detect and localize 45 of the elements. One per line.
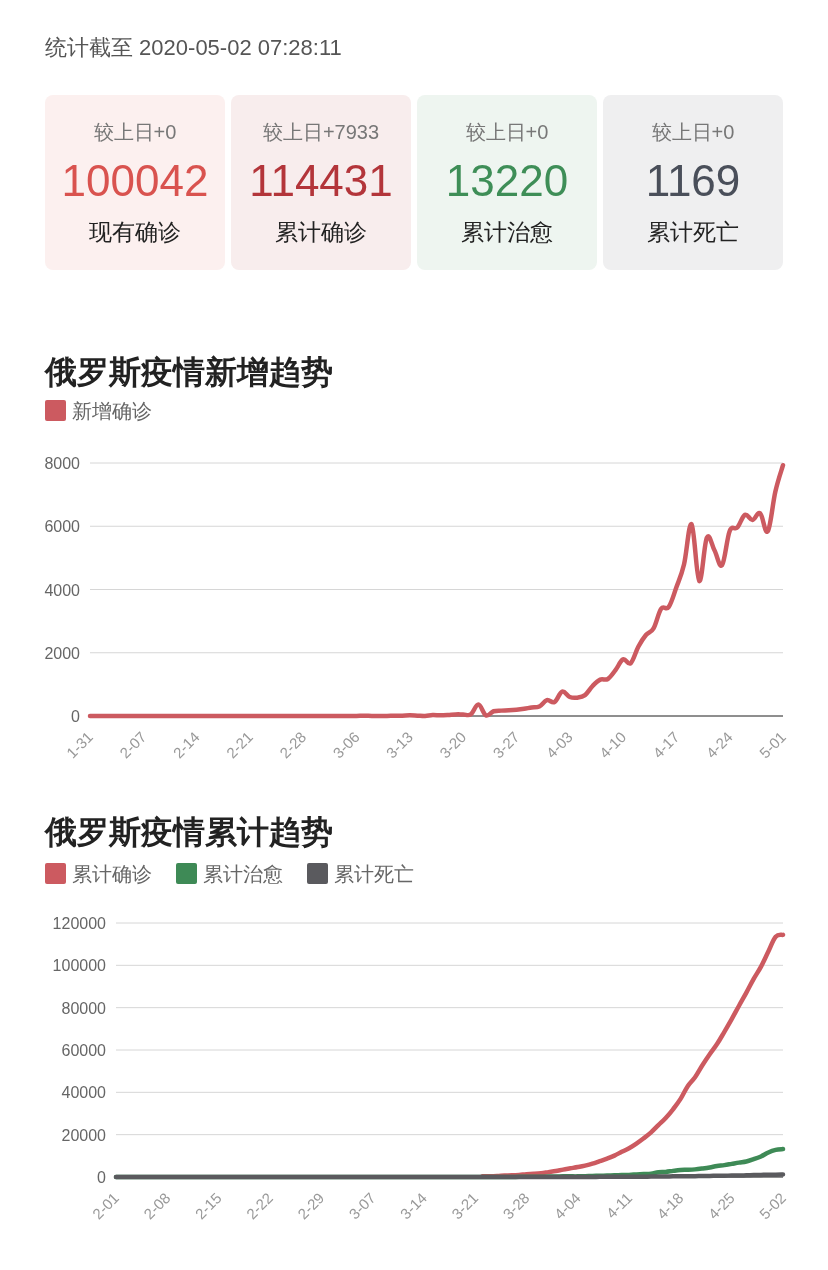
legend-label: 新增确诊 [72,400,152,422]
text: 较上日+0 [651,121,735,143]
text: 较上日+0 [465,121,549,143]
text: 现有确诊 [89,219,181,245]
x-tick-label: 4-03 [542,728,576,762]
y-tick-label: 8000 [44,455,81,472]
y-tick-label: 0 [71,708,81,725]
text: 较上日+7933 [262,121,380,143]
y-tick-label: 4000 [44,581,81,599]
text: 累计确诊 [275,219,367,245]
x-tick-label: 4-04 [550,1189,584,1223]
y-tick-label: 120000 [52,915,107,932]
legend-label: 累计死亡 [334,863,414,885]
text: 13220 [445,156,569,205]
text: 114431 [249,156,393,205]
x-tick-label: 3-21 [448,1189,482,1223]
legend-item: 累计死亡 [307,863,414,885]
y-tick-label: 0 [97,1169,107,1186]
y-tick-label: 100000 [52,957,107,975]
text: 较上日+0 [93,121,177,143]
chart-title: 俄罗斯疫情新增趋势 [44,354,333,390]
y-tick-label: 2000 [44,644,81,662]
x-tick-label: 4-11 [602,1189,636,1222]
chart-title: 俄罗斯疫情累计趋势 [44,814,333,850]
text: 100042 [61,156,209,205]
text: 统计截至 2020-05-02 07:28:11 [45,35,342,60]
text: 1169 [645,156,741,205]
legend-label: 累计治愈 [203,863,283,885]
x-tick-label: 4-10 [595,728,630,762]
legend-label: 累计确诊 [72,863,152,885]
x-tick-label: 4-18 [653,1189,687,1223]
text: 累计死亡 [647,219,739,245]
y-tick-label: 6000 [44,518,81,536]
text: 累计治愈 [461,219,553,245]
y-tick-label: 20000 [61,1126,107,1144]
y-tick-label: 80000 [61,999,107,1017]
legend-item: 累计治愈 [176,863,283,885]
x-tick-label: 4-25 [704,1189,738,1223]
x-tick-label: 4-24 [702,728,736,762]
line-series [87,462,786,719]
legend-item: 新增确诊 [45,400,152,422]
y-tick-label: 40000 [61,1084,107,1102]
y-tick-label: 60000 [61,1042,107,1059]
legend-item: 累计确诊 [45,863,152,885]
x-tick-label: 5-01 [755,728,790,762]
